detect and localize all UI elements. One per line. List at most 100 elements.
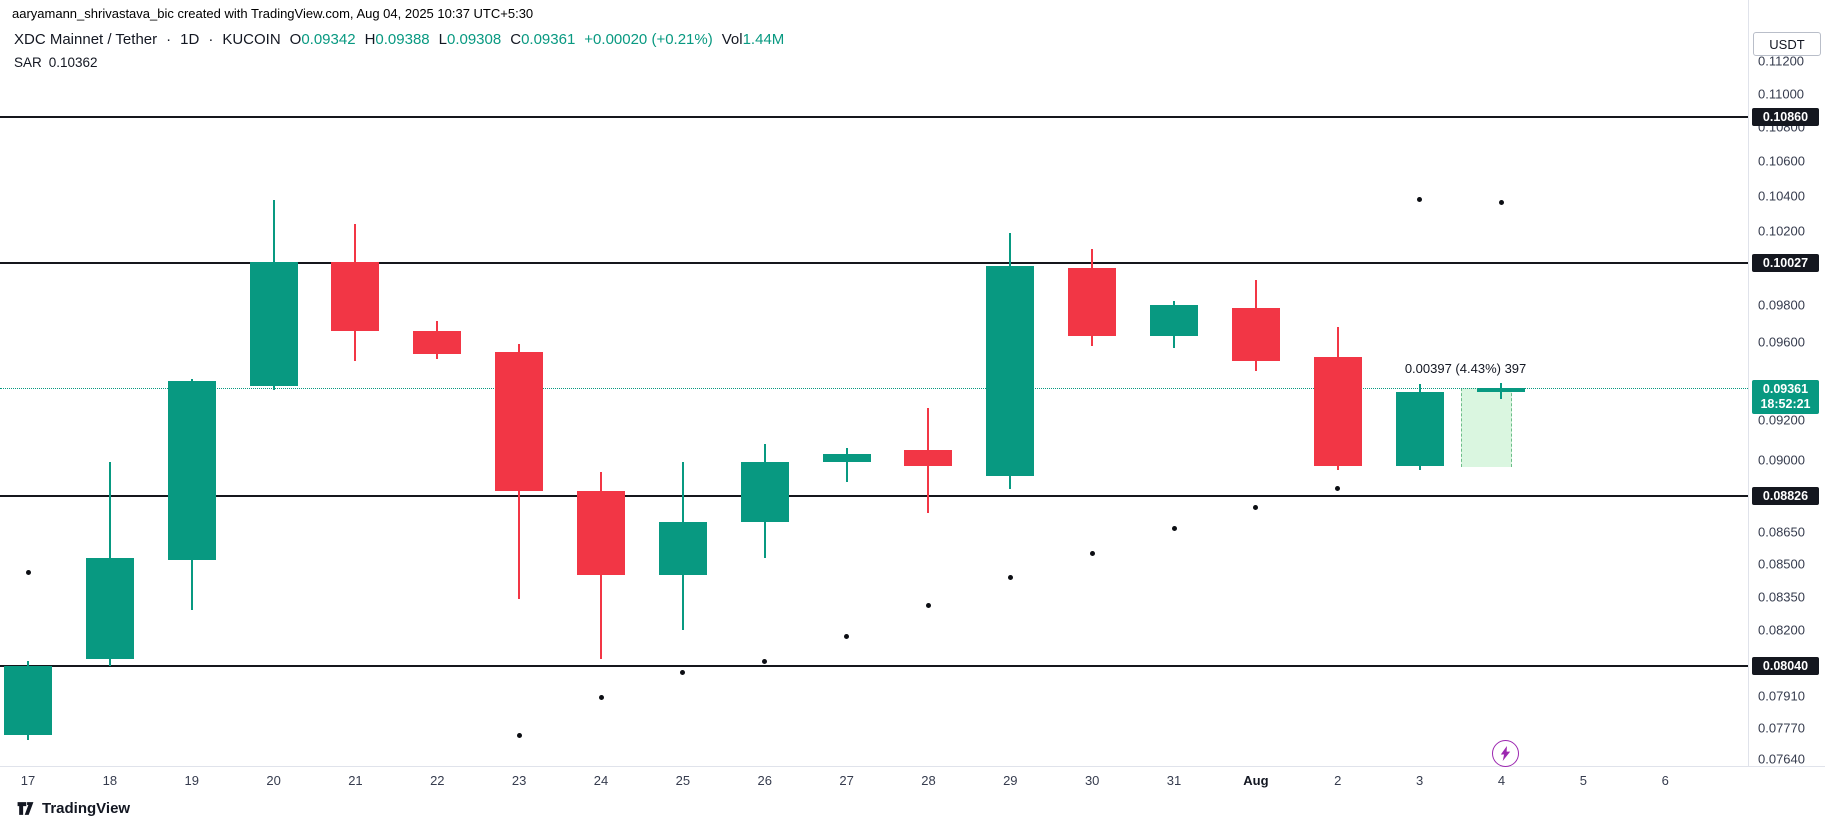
sar-dot-9 <box>762 658 768 664</box>
tradingview-wordmark: TradingView <box>42 800 131 817</box>
price-badge-0.10860: 0.10860 <box>1752 108 1819 127</box>
sar-dot-13 <box>1089 551 1095 557</box>
candle-body-jul-29 <box>986 265 1035 477</box>
price-tick-0.09000: 0.09000 <box>1758 452 1805 468</box>
indicator-value: 0.10362 <box>48 55 98 70</box>
legend-separator: · <box>166 31 172 48</box>
price-tick-0.11200: 0.11200 <box>1758 53 1805 69</box>
time-label-2: 2 <box>1334 773 1342 788</box>
symbol-title[interactable]: XDC Mainnet / Tether <box>14 31 158 48</box>
time-label-18: 18 <box>102 773 118 788</box>
candle-wick-jul-27 <box>845 447 848 483</box>
countdown-timer: 18:52:21 <box>1760 397 1811 412</box>
time-label-21: 21 <box>348 773 363 788</box>
price-tick-0.08500: 0.08500 <box>1758 556 1805 572</box>
measurement-label: 0.00397 (4.43%) 397 <box>1404 360 1527 376</box>
price-tick-0.07910: 0.07910 <box>1758 688 1805 704</box>
candle-body-jul-28 <box>904 449 953 467</box>
indicator-legend: SAR 0.10362 <box>14 55 98 70</box>
price-tick-0.09800: 0.09800 <box>1758 297 1805 313</box>
price-tick-0.11000: 0.11000 <box>1758 86 1805 102</box>
lightning-icon <box>1499 746 1512 761</box>
time-axis[interactable]: 17 18 19 20 21 22 23 24 25 26 27 28 29 30 31 Aug 2 3 4 5 6 <box>0 766 1825 799</box>
sar-dot-12 <box>1007 574 1013 580</box>
price-tick-0.08350: 0.08350 <box>1758 589 1805 605</box>
horizontal-line-0.08040[interactable] <box>0 664 1748 667</box>
time-label-26: 26 <box>757 773 772 788</box>
time-label-3: 3 <box>1415 773 1424 788</box>
sar-dot-6 <box>516 732 522 738</box>
interval-label[interactable]: 1D <box>180 31 200 48</box>
quick-trade-button[interactable] <box>1492 740 1519 767</box>
attribution-text: aaryamann_shrivastava_bic created with T… <box>12 6 534 21</box>
candle-body-jul-25 <box>658 521 707 576</box>
price-tick-0.10400: 0.10400 <box>1758 188 1805 204</box>
current-price-badge: 0.09361 18:52:21 <box>1752 380 1819 415</box>
sar-dot-14 <box>1171 525 1177 531</box>
price-tick-0.09200: 0.09200 <box>1758 412 1805 428</box>
volume-value: Vol 1.44M <box>721 31 785 48</box>
price-tick-0.10600: 0.10600 <box>1758 153 1805 169</box>
horizontal-line-0.10027[interactable] <box>0 261 1748 264</box>
candle-body-jul-30 <box>1068 267 1117 337</box>
chart-legend: XDC Mainnet / Tether · 1D · KUCOIN O 0.09… <box>14 31 784 48</box>
horizontal-line-0.08826[interactable] <box>0 494 1748 497</box>
candle-body-jul-26 <box>740 462 789 522</box>
price-tick-0.09600: 0.09600 <box>1758 334 1805 350</box>
time-label-29: 29 <box>1003 773 1018 788</box>
time-label-28: 28 <box>921 773 936 788</box>
time-label-25: 25 <box>675 773 691 788</box>
candle-body-jul-24 <box>577 490 626 576</box>
candle-body-jul-20 <box>249 262 298 387</box>
price-badge-0.08826: 0.08826 <box>1752 486 1819 505</box>
sar-dot-15 <box>1253 504 1259 510</box>
change-value: +0.00020 (+0.21%) <box>584 31 713 48</box>
tradingview-icon <box>16 799 35 818</box>
candle-body-jul-27 <box>822 453 871 462</box>
time-label-27: 27 <box>839 773 854 788</box>
time-label-4: 4 <box>1497 773 1506 788</box>
time-label-31: 31 <box>1166 773 1182 788</box>
price-badge-0.10027: 0.10027 <box>1752 253 1819 272</box>
price-badge-0.08040: 0.08040 <box>1752 656 1819 675</box>
sar-dot-17 <box>1417 197 1423 203</box>
price-tick-0.10200: 0.10200 <box>1758 223 1805 239</box>
time-label-19: 19 <box>184 773 199 788</box>
current-price-line <box>0 388 1748 390</box>
time-label-17: 17 <box>20 773 36 788</box>
sar-dot-8 <box>680 670 686 676</box>
sar-dot-11 <box>925 603 931 609</box>
horizontal-line-0.10860[interactable] <box>0 116 1748 119</box>
open-value: O 0.09342 <box>289 31 356 48</box>
indicator-name[interactable]: SAR <box>14 55 42 70</box>
time-label-23: 23 <box>511 773 527 788</box>
time-label-24: 24 <box>593 773 609 788</box>
current-price-value: 0.09361 <box>1762 382 1809 397</box>
price-tick-0.07640: 0.07640 <box>1758 751 1805 767</box>
candle-body-aug-1 <box>1231 308 1280 362</box>
chart-plot-area[interactable]: 0.00397 (4.43%) 397 <box>0 0 1748 766</box>
price-axis[interactable]: USDT 0.09361 18:52:21 0.10860 0.10027 0.08… <box>1748 0 1825 767</box>
measurement-region[interactable] <box>1460 387 1512 468</box>
low-value: L 0.09308 <box>438 31 502 48</box>
candle-body-jul-31 <box>1150 304 1199 337</box>
candle-body-aug-2 <box>1313 357 1362 467</box>
sar-dot-10 <box>844 634 850 640</box>
currency-unit-button[interactable]: USDT <box>1753 32 1821 56</box>
sar-dot-18 <box>1498 200 1504 206</box>
price-tick-0.07770: 0.07770 <box>1758 720 1805 736</box>
tradingview-logo-link[interactable]: TradingView <box>16 799 130 818</box>
time-label-20: 20 <box>266 773 281 788</box>
time-label-aug: Aug <box>1243 773 1269 788</box>
sar-dot-7 <box>598 695 604 701</box>
close-value: C 0.09361 <box>510 31 576 48</box>
sar-dot-16 <box>1335 486 1341 492</box>
sar-dot-0 <box>25 570 31 576</box>
candle-body-aug-3 <box>1395 392 1444 467</box>
exchange-label: KUCOIN <box>222 31 281 48</box>
price-tick-0.08650: 0.08650 <box>1758 524 1805 540</box>
candle-body-jul-21 <box>331 262 380 331</box>
candle-body-jul-22 <box>413 330 462 354</box>
time-label-5: 5 <box>1579 773 1587 788</box>
legend-separator: · <box>208 31 214 48</box>
